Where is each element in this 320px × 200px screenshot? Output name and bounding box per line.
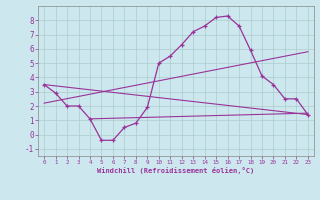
X-axis label: Windchill (Refroidissement éolien,°C): Windchill (Refroidissement éolien,°C)	[97, 167, 255, 174]
